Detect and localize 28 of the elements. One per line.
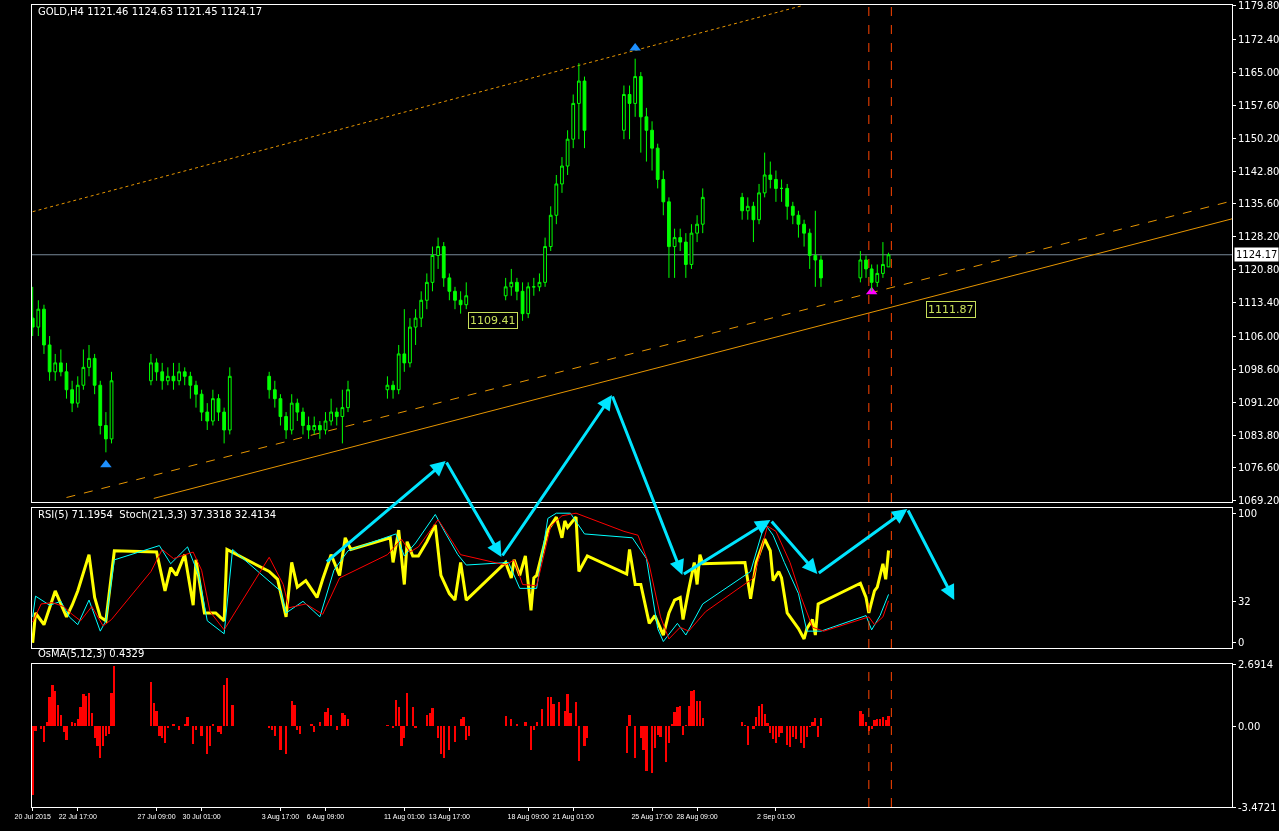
y-tick-label: 1157.60	[1238, 99, 1279, 111]
y-tick-label: 1083.80	[1238, 429, 1279, 441]
chart-title: RSI(5) 71.1954 Stoch(21,3,3) 37.3318 32.4134	[38, 509, 277, 520]
y-tick-label: 1165.00	[1238, 66, 1279, 78]
y-tick-label: 1091.20	[1238, 396, 1279, 408]
y-tick-label: 0	[1238, 637, 1245, 649]
y-tick-label: 1150.20	[1238, 132, 1279, 144]
y-tick-label: 1069.20	[1238, 495, 1279, 507]
y-tick-label: 1113.40	[1238, 297, 1279, 309]
y-tick-label: 100	[1238, 507, 1258, 519]
y-tick-label: 1142.80	[1238, 165, 1279, 177]
y-tick-label: 1172.40	[1238, 33, 1279, 45]
y-tick-label: -3.4721	[1238, 801, 1277, 813]
annotation: 1109.41	[470, 314, 516, 327]
y-tick-label: 1098.60	[1238, 363, 1279, 375]
chart-title: GOLD,H4 1121.46 1124.63 1121.45 1124.17	[38, 6, 263, 17]
y-tick-label: 1128.20	[1238, 231, 1279, 243]
y-tick-label: 1179.80	[1238, 0, 1279, 12]
y-tick-label: 1135.60	[1238, 198, 1279, 210]
y-tick-label: 32	[1238, 595, 1251, 607]
y-tick-label: 1106.00	[1238, 330, 1279, 342]
y-tick-label: 2.6914	[1238, 658, 1273, 670]
y-tick-label: 1076.60	[1238, 462, 1279, 474]
annotation: 1111.87	[928, 303, 974, 316]
chart-title: OsMA(5,12,3) 0.4329	[38, 648, 145, 659]
ref-line-label: 1124.17	[1236, 249, 1278, 260]
y-tick-label: 0.00	[1238, 720, 1261, 732]
y-tick-label: 1120.80	[1238, 264, 1279, 276]
